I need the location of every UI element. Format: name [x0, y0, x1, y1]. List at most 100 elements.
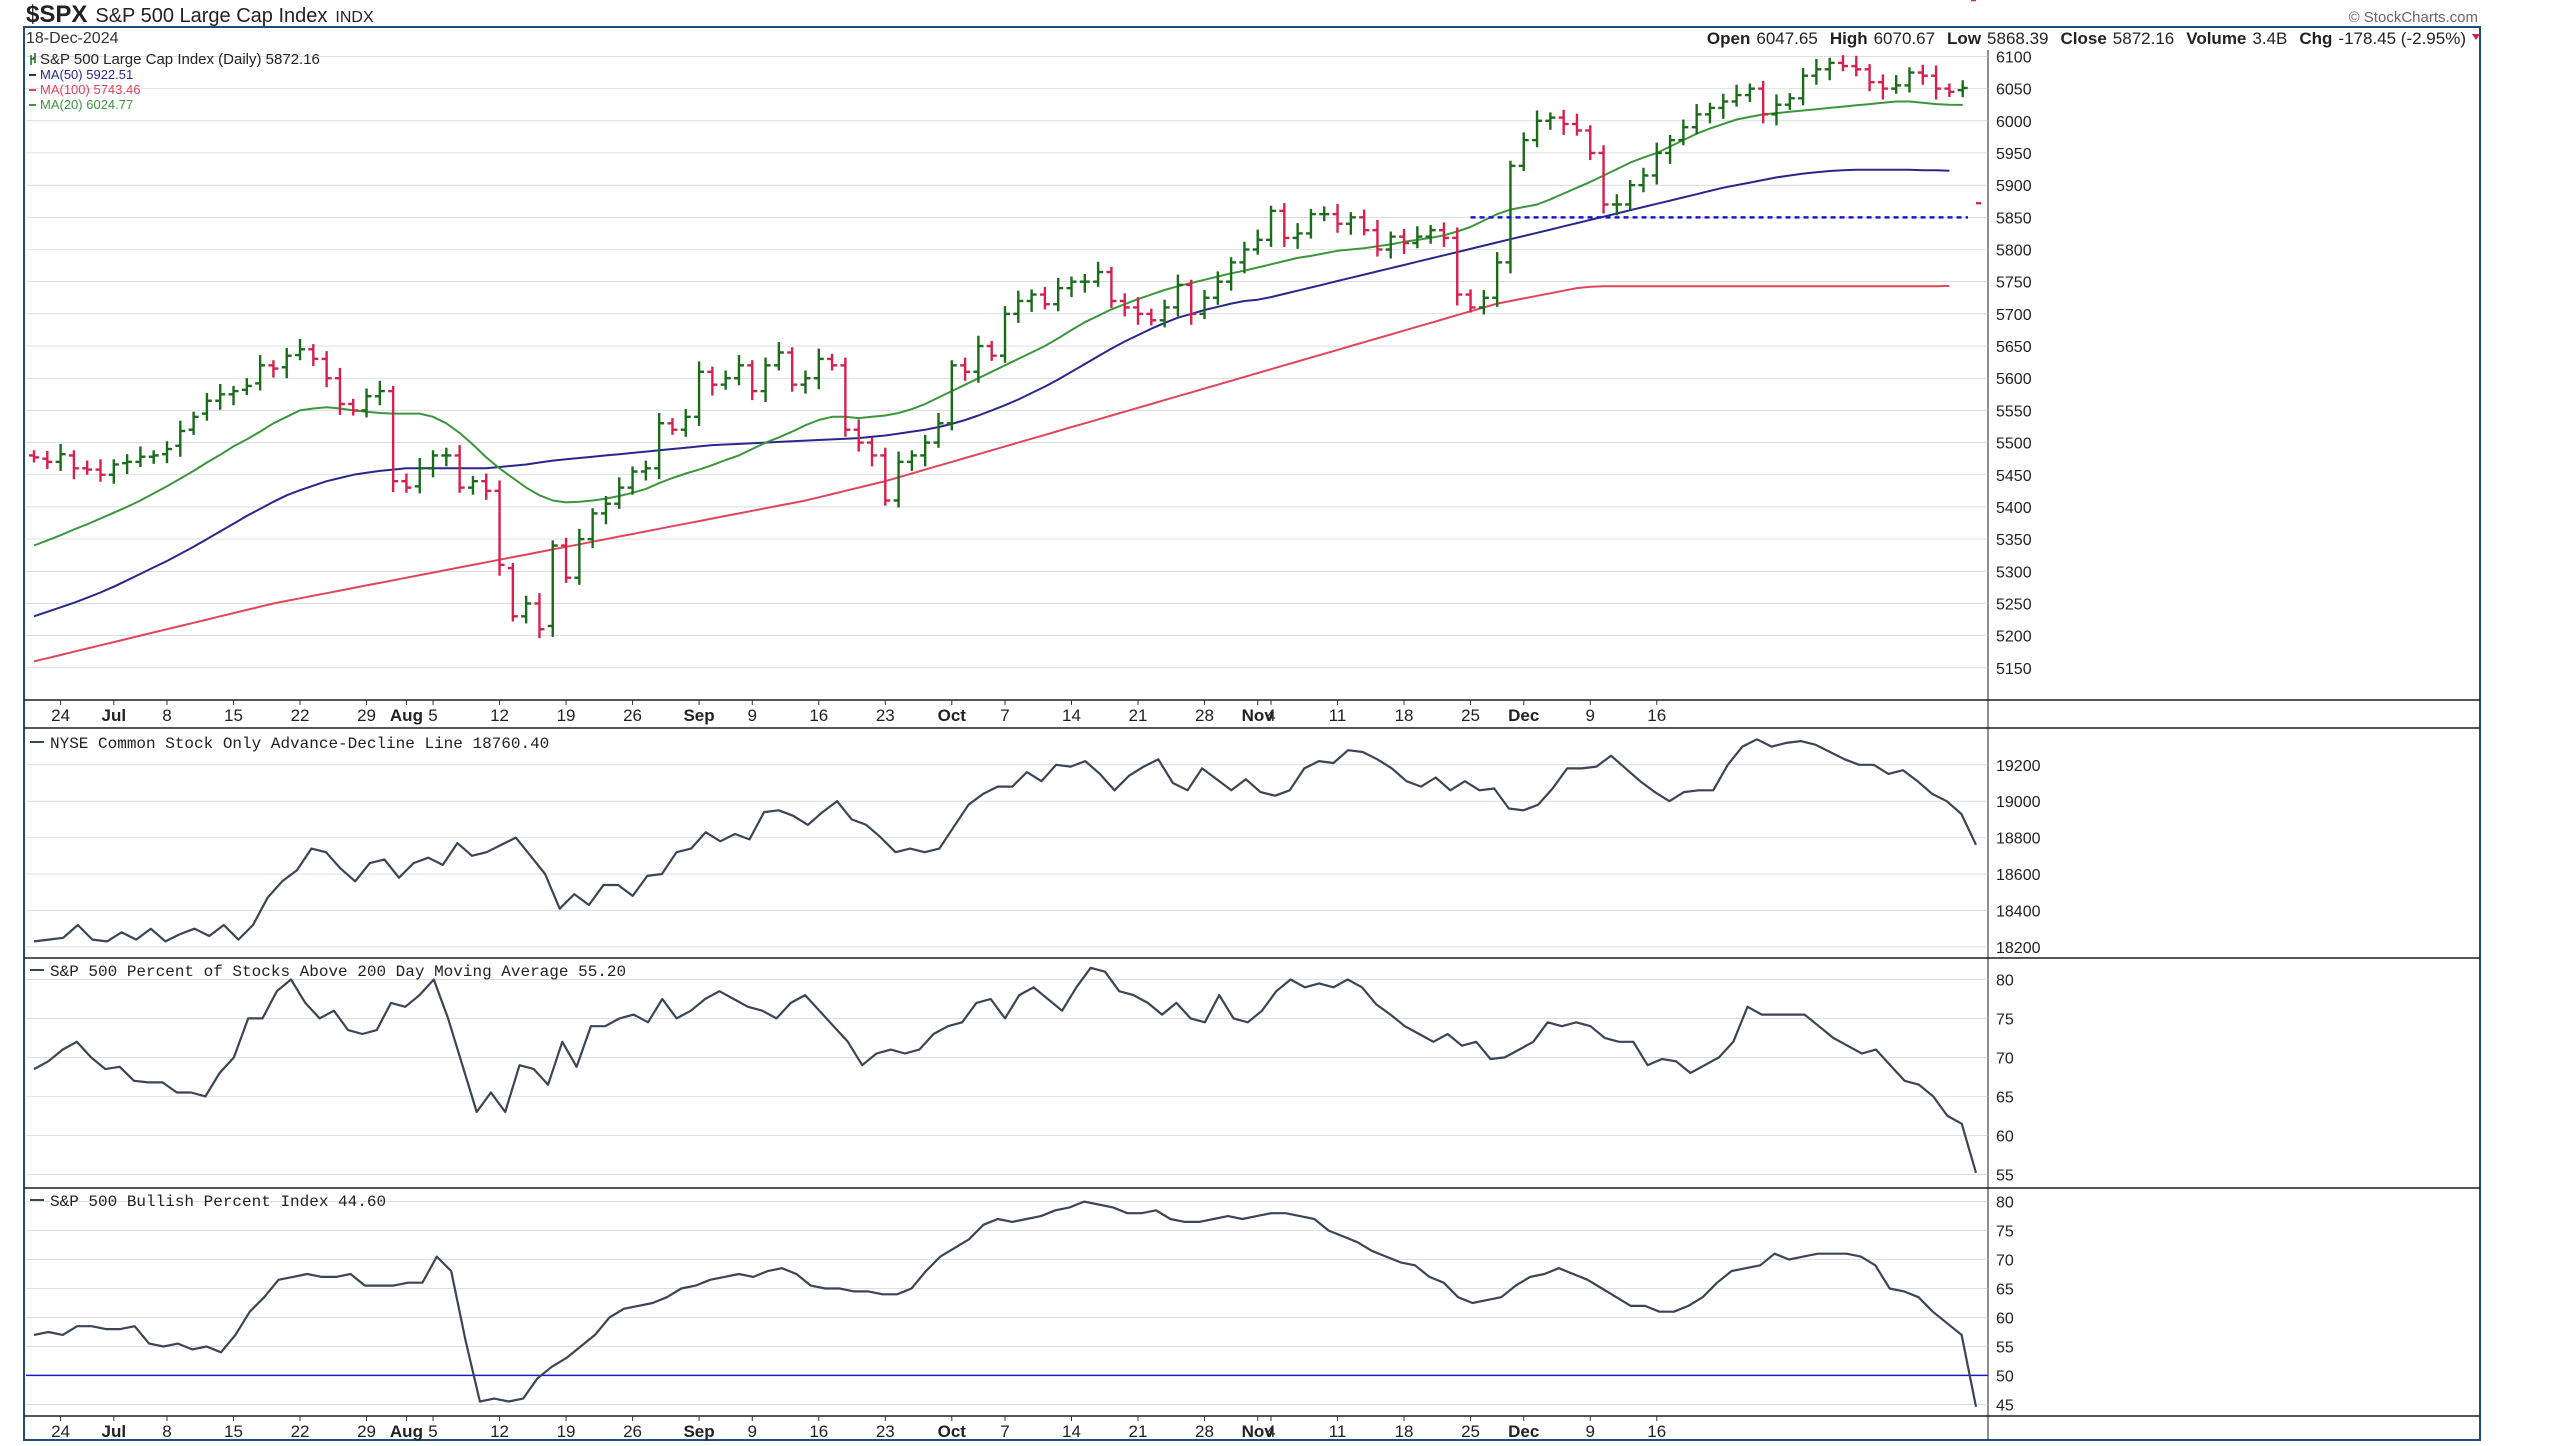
ohlc-bar — [1013, 290, 1024, 323]
ohlc-bar — [1093, 261, 1104, 287]
y-tick-label: 50 — [1996, 1368, 2014, 1385]
x-tick-label: 8 — [162, 706, 171, 725]
y-tick-label: 70 — [1996, 1050, 2014, 1067]
x-tick-label: 24 — [51, 1422, 70, 1441]
y-tick-label: 55 — [1996, 1167, 2014, 1184]
y-tick-label: 60 — [1996, 1310, 2014, 1327]
legend-label: S&P 500 Large Cap Index (Daily) 5872.16 — [40, 51, 320, 68]
x-tick-label: Nov — [1242, 1422, 1275, 1441]
legend-label: MA(50) 5922.51 — [40, 67, 133, 82]
ohlc-bar — [1199, 290, 1210, 320]
ohlc-bar — [255, 355, 266, 391]
ohlc-bar — [1798, 68, 1809, 106]
y-tick-label: 5900 — [1996, 178, 2032, 195]
indicator-line — [33, 1200, 1978, 1407]
ohlc-bar — [534, 593, 545, 639]
ohlc-bar — [1824, 57, 1835, 81]
ohlc-bar — [507, 562, 518, 622]
ohlc-bar — [1172, 274, 1183, 317]
x-tick-label: 7 — [1000, 1422, 1009, 1441]
ma50-line — [33, 168, 1950, 618]
ohlc-bar — [1744, 83, 1755, 103]
ohlc-bar — [1758, 80, 1769, 124]
ohlc-bar — [1731, 84, 1742, 107]
x-tick-label: 7 — [1000, 706, 1009, 725]
quote-label: Open — [1707, 29, 1750, 48]
y-tick-label: 5650 — [1996, 339, 2032, 356]
ohlc-bar — [1598, 145, 1609, 214]
x-tick-label: 24 — [51, 706, 70, 725]
ohlc-bar — [747, 360, 758, 401]
ohlc-bar — [414, 458, 425, 494]
ohlc-bar — [614, 477, 625, 509]
ohlc-bar — [1704, 102, 1715, 124]
ohlc-bar — [1917, 64, 1928, 85]
ohlc-bar — [1625, 180, 1636, 210]
ohlc-bar — [1931, 65, 1942, 100]
ohlc-bar — [1026, 289, 1037, 312]
ohlc-bar — [108, 459, 119, 484]
x-tick-label: 15 — [224, 1422, 243, 1441]
y-tick-label: 18200 — [1996, 940, 2041, 957]
ohlc-bar — [1319, 206, 1330, 222]
ohlc-bar — [215, 384, 226, 410]
x-tick-label: 21 — [1129, 1422, 1148, 1441]
y-tick-label: 5750 — [1996, 275, 2032, 292]
quote-label: Low — [1947, 29, 1982, 48]
x-tick-label: 29 — [357, 706, 376, 725]
x-tick-label: 5 — [428, 706, 437, 725]
y-tick-label: 5800 — [1996, 243, 2032, 260]
ohlc-bar — [55, 443, 66, 471]
ohlc-bar — [973, 335, 984, 383]
ohlc-bar — [1305, 208, 1316, 239]
ohlc-bar — [680, 409, 691, 437]
ohlc-bar — [1851, 55, 1862, 77]
ohlc-bar — [454, 445, 465, 493]
ohlc-bar — [135, 446, 146, 468]
ohlc-bar — [760, 357, 771, 403]
ohlc-bar — [68, 450, 79, 480]
ohlc-bar — [1425, 225, 1436, 244]
legend-label: S&P 500 Percent of Stocks Above 200 Day … — [50, 963, 626, 981]
y-tick-label: 75 — [1996, 1011, 2014, 1028]
x-tick-label: Nov — [1242, 706, 1275, 725]
x-tick-label: 11 — [1329, 1422, 1347, 1441]
ohlc-bar — [162, 441, 173, 464]
ohlc-bar — [1877, 74, 1888, 100]
ohlc-bar — [800, 370, 811, 394]
ohlc-bar — [1359, 209, 1370, 236]
indicator-panel: 18200 18400 18600 18800 19000 19200 NYSE Commo… — [26, 735, 2041, 957]
x-tick-label: Aug — [390, 1422, 423, 1441]
ohlc-bar — [1957, 80, 1968, 98]
quote-label: Close — [2061, 29, 2107, 48]
watermark: © StockCharts.com — [2349, 9, 2478, 26]
ohlc-bar — [1106, 266, 1117, 309]
ohlc-bar — [1585, 125, 1596, 161]
x-tick-label: 9 — [1586, 1422, 1595, 1441]
ohlc-bar — [334, 367, 345, 415]
ohlc-bar — [1292, 223, 1303, 249]
y-tick-label: 65 — [1996, 1282, 2014, 1299]
y-tick-label: 5200 — [1996, 629, 2032, 646]
quote-label: High — [1830, 29, 1868, 48]
indicator-line — [33, 966, 1978, 1174]
quote-label: Chg — [2299, 29, 2332, 48]
ohlc-bar — [1611, 194, 1622, 216]
ohlc-bar — [1718, 93, 1729, 119]
x-tick-label: 22 — [291, 1422, 310, 1441]
y-tick-label: 55 — [1996, 1339, 2014, 1356]
ohlc-bar — [813, 348, 824, 390]
ohlc-bar — [428, 450, 439, 478]
ohlc-bar — [880, 447, 891, 506]
y-tick-label: 18800 — [1996, 831, 2041, 848]
ohlc-bar — [1811, 59, 1822, 85]
ohlc-bar — [481, 473, 492, 500]
header-symbol: $SPX — [26, 1, 87, 28]
y-tick-label: 5700 — [1996, 307, 2032, 324]
ohlc-bar — [1478, 290, 1489, 315]
y-tick-label: 75 — [1996, 1224, 2014, 1241]
x-tick-label: 16 — [1647, 706, 1666, 725]
x-tick-label: 12 — [490, 1422, 509, 1441]
